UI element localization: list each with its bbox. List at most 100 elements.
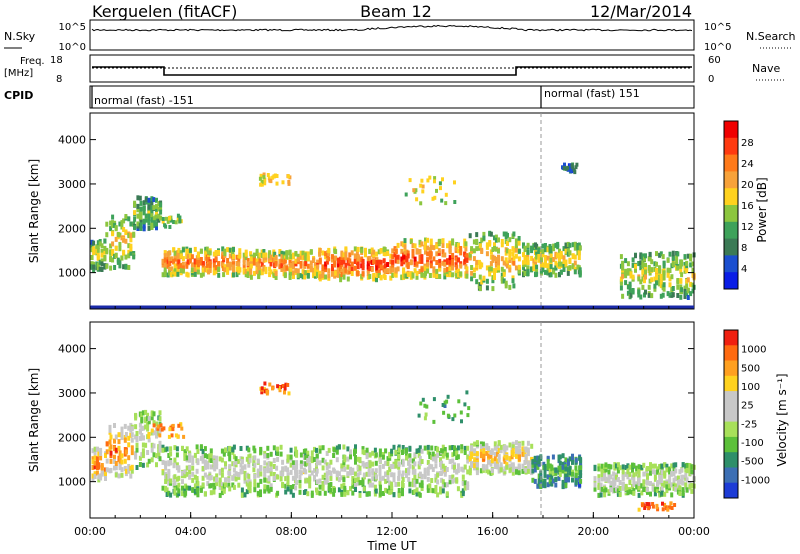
power-cell — [643, 278, 646, 284]
power-cell — [535, 251, 539, 257]
vel-cell — [259, 471, 263, 477]
power-cell — [659, 274, 663, 279]
vel-cell — [304, 469, 308, 475]
vel-cell — [446, 394, 450, 399]
power-cell — [566, 251, 570, 257]
vel-cell — [567, 461, 570, 467]
power-cell — [424, 249, 427, 255]
vel-cell — [455, 447, 459, 453]
power-cell — [658, 274, 662, 280]
vel-cell — [286, 486, 290, 492]
vel-cell — [561, 464, 565, 470]
vel-cell — [146, 421, 150, 427]
vel-cell — [635, 481, 639, 487]
power-cell — [497, 260, 500, 266]
vel-cell — [304, 448, 308, 454]
power-cell — [280, 263, 284, 269]
nave-label: Nave — [752, 62, 780, 75]
power-cell — [186, 259, 190, 265]
vel-cell — [93, 471, 97, 477]
power-cell — [494, 262, 498, 268]
power-cell — [413, 243, 417, 249]
power-cell — [92, 240, 96, 246]
vel-cell — [161, 485, 165, 491]
vel-cell — [434, 488, 438, 494]
power-cell — [334, 270, 338, 276]
vel-cell — [127, 425, 131, 431]
power-cell — [432, 245, 436, 251]
power-cell — [463, 251, 467, 257]
power-cell — [228, 261, 232, 267]
vel-cell — [346, 490, 350, 496]
power-cell — [299, 254, 303, 260]
power-cell — [393, 252, 397, 258]
vel-cell — [335, 449, 339, 455]
power-cell — [285, 250, 289, 256]
vel-cell — [635, 484, 639, 490]
power-cell — [193, 268, 197, 274]
vel-colorbar-segment — [724, 406, 738, 423]
vel-cell — [518, 448, 521, 454]
power-cell — [556, 252, 560, 258]
vel-cell — [175, 462, 179, 468]
vel-cell — [354, 448, 357, 454]
vel-colorbar-segment — [724, 452, 738, 468]
vel-cell — [215, 473, 219, 479]
vel-cell — [418, 472, 422, 477]
power-cell — [368, 274, 372, 279]
vel-cell — [497, 454, 501, 460]
power-cell — [249, 256, 253, 262]
vel-cell — [374, 452, 378, 458]
vel-cell — [104, 453, 107, 458]
vel-cell — [150, 442, 154, 448]
vel-cell — [392, 492, 396, 498]
vel-cell — [465, 390, 469, 395]
power-cell — [207, 257, 211, 262]
vel-cell — [232, 454, 236, 460]
power-cell — [472, 248, 476, 254]
power-cell — [249, 274, 253, 280]
power-cell — [336, 272, 340, 278]
power-cell — [685, 268, 689, 274]
vel-cell — [332, 447, 336, 453]
power-cell — [96, 243, 100, 249]
vel-cell — [431, 467, 435, 472]
vel-cell — [567, 477, 570, 483]
power-cell — [683, 265, 687, 271]
power-cell — [208, 268, 212, 273]
power-cell — [278, 249, 282, 254]
power-cell — [212, 258, 216, 264]
vel-cell — [120, 426, 124, 432]
vel-cell — [164, 465, 168, 471]
power-cell — [280, 254, 284, 260]
power-cell — [269, 269, 273, 275]
vel-cell — [164, 461, 168, 467]
power-cell — [523, 271, 527, 276]
power-cell — [353, 246, 357, 252]
power-cell — [573, 266, 577, 272]
power-cell — [517, 264, 521, 270]
power-cell — [288, 249, 292, 255]
vel-cell — [434, 456, 438, 462]
power-cell — [502, 271, 506, 277]
vel-cell — [185, 485, 189, 491]
vel-cell — [335, 457, 339, 463]
vel-cell — [536, 464, 540, 470]
vel-cell — [381, 491, 385, 496]
power-cell — [446, 272, 449, 278]
power-cell — [306, 273, 310, 279]
vel-cell — [643, 506, 647, 510]
power-cell — [568, 250, 572, 256]
vel-cell — [220, 486, 224, 491]
power-cell — [142, 218, 146, 224]
vel-cell — [392, 444, 396, 450]
power-cell — [252, 252, 256, 258]
vel-cell — [325, 475, 329, 481]
power-cell — [675, 259, 679, 265]
power-colorbar-segment — [724, 188, 738, 206]
vel-cell — [663, 482, 667, 488]
power-cell — [683, 254, 687, 260]
power-cell — [246, 258, 250, 263]
vel-cell — [224, 464, 227, 470]
power-cell — [190, 267, 194, 273]
